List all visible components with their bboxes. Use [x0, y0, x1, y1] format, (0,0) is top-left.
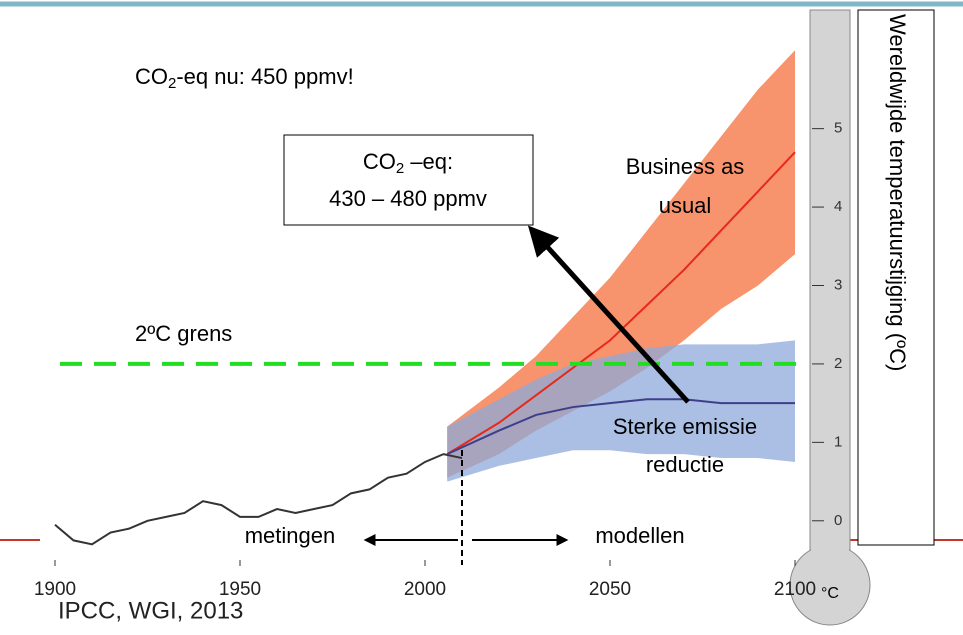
bau-label: usual: [659, 193, 712, 218]
callout-line: 430 – 480 ppmv: [329, 186, 487, 211]
x-tick-label: 1900: [34, 579, 76, 600]
ylabel-box: [857, 9, 935, 546]
title-sub: 2: [168, 75, 176, 92]
strong-label: reductie: [646, 452, 724, 477]
x-tick-label: 2100: [774, 579, 816, 600]
y-tick-label: 2: [834, 355, 842, 372]
plot: 1900 1950 2000 2050 2100 0 1 2 3 4 5: [34, 50, 842, 600]
threshold-label: 2ºC grens: [135, 321, 232, 346]
callout-part: –eq:: [404, 149, 453, 174]
callout-sub: 2: [396, 160, 404, 177]
y-tick-label: 5: [834, 120, 842, 137]
x-tick-label: 2050: [589, 579, 631, 600]
callout-part: CO: [363, 149, 396, 174]
y-tick-label: 0: [834, 512, 842, 529]
title: CO2-eq nu: 450 ppmv!: [135, 64, 354, 92]
callout-arrow: [527, 225, 690, 404]
thermometer-joint: [811, 540, 849, 560]
x-tick-label: 1950: [219, 579, 261, 600]
series-line: [446, 151, 796, 455]
y-tick-label: 1: [834, 433, 842, 450]
title-part: CO: [135, 64, 168, 89]
x-tick-label: 2000: [404, 579, 446, 600]
thermometer-tube: [809, 9, 851, 551]
series-line: [446, 398, 795, 456]
uncertainty-band: [447, 50, 795, 478]
series-line: [54, 453, 463, 546]
strong-label: Sterke emissie: [613, 414, 757, 439]
bau-label: Business as: [626, 154, 745, 179]
source: IPCC, WGI, 2013: [58, 597, 243, 624]
modelled-label: modellen: [595, 523, 684, 548]
unit-label: °C: [821, 585, 839, 602]
y-tick-label: 3: [834, 276, 842, 293]
y-axis-label: Wereldwijde temperatuurstijging (ºC): [885, 14, 910, 371]
callout-line: CO2 –eq:: [363, 149, 453, 177]
y-tick-label: 4: [834, 198, 842, 215]
callout-box: [283, 134, 534, 226]
uncertainty-band: [447, 340, 795, 482]
measured-label: metingen: [245, 523, 336, 548]
title-part: -eq nu: 450 ppmv!: [176, 64, 353, 89]
